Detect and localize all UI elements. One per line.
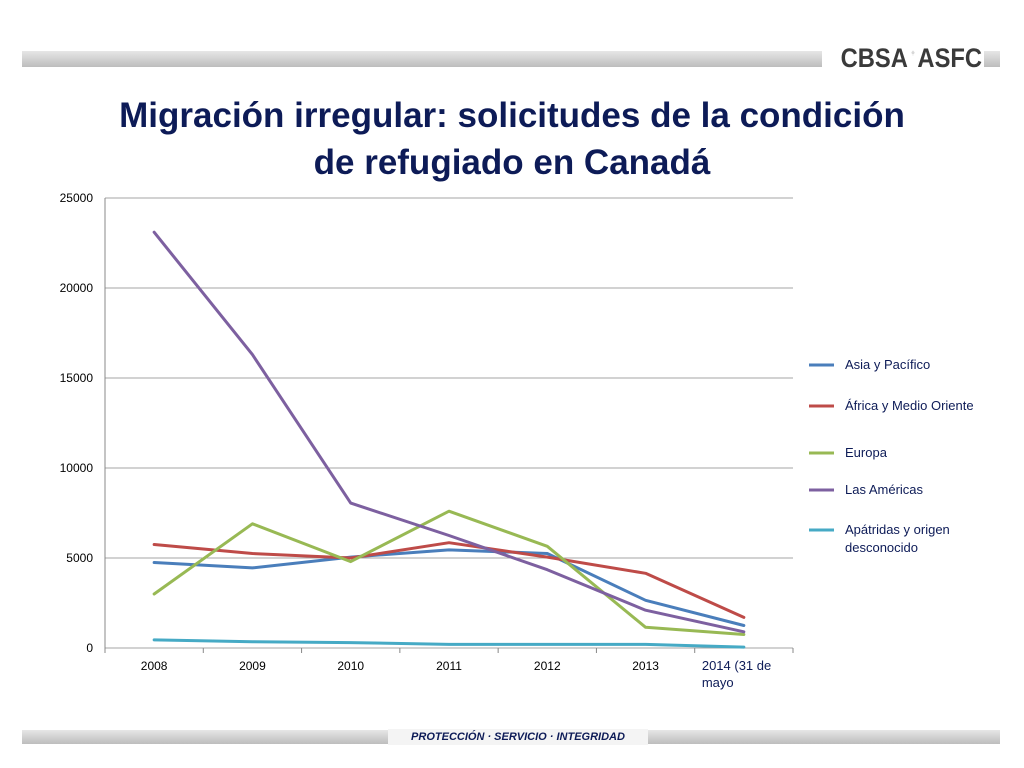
series-line-5 — [152, 638, 746, 649]
logo-text-asfc: ASFC — [916, 42, 982, 73]
y-tick-label: 15000 — [60, 371, 94, 385]
legend-label-4: Las Américas — [845, 482, 924, 497]
legend-label-3: Europa — [845, 445, 888, 460]
footer-tagline: PROTECCIÓN · SERVICIO · INTEGRIDAD — [388, 729, 648, 745]
y-tick-label: 5000 — [66, 551, 93, 565]
cbsa-asfc-logo: CBSA ASFC — [836, 40, 986, 76]
y-tick-label: 25000 — [60, 191, 94, 205]
series-line-1 — [152, 548, 746, 627]
y-tick-label: 20000 — [60, 281, 94, 295]
x-tick-label: 2009 — [239, 659, 266, 673]
logo-text-cbsa: CBSA — [840, 42, 908, 73]
slide-title-line-1: Migración irregular: solicitudes de la c… — [119, 96, 905, 135]
x-tick-label: 2008 — [141, 659, 168, 673]
slide-title-line-2: de refugiado en Canadá — [313, 143, 711, 182]
y-tick-label: 0 — [86, 641, 93, 655]
header-bar — [22, 51, 822, 67]
legend-label-5: Apátridas y origen desconocido — [845, 522, 950, 555]
x-tick-label: 2014 (31 de mayo — [702, 658, 771, 690]
x-tick-label: 2011 — [436, 659, 462, 673]
x-tick-label: 2012 — [534, 659, 561, 673]
maple-leaf-icon — [910, 50, 915, 56]
series-line-4 — [152, 230, 746, 634]
legend-label-1: Asia y Pacífico — [845, 357, 930, 372]
header-bar-end — [984, 51, 1000, 67]
x-tick-label: 2010 — [337, 659, 364, 673]
legend-label-2: África y Medio Oriente — [845, 398, 974, 413]
x-tick-label: 2013 — [632, 659, 659, 673]
slide-title: Migración irregular: solicitudes de la c… — [40, 92, 984, 186]
series-line-2 — [152, 541, 746, 619]
series-line-3 — [152, 509, 746, 636]
y-tick-label: 10000 — [60, 461, 94, 475]
